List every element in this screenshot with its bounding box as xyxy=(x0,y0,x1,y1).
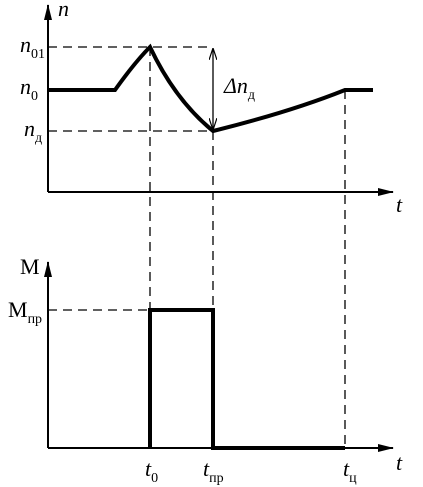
label: Δnд xyxy=(223,73,255,103)
label-base: t xyxy=(145,456,152,481)
label-base: Δn xyxy=(223,73,248,98)
label-base: t xyxy=(203,456,210,481)
label-base: t xyxy=(396,192,403,217)
speed-curve xyxy=(48,43,373,134)
torque-curve xyxy=(148,308,345,450)
label-sub: д xyxy=(35,131,42,146)
label-base: t xyxy=(396,450,403,475)
label-base: M xyxy=(8,297,28,322)
label: t0 xyxy=(145,456,158,486)
label: nд xyxy=(24,116,42,146)
label-sub: д xyxy=(248,88,255,103)
label-base: n xyxy=(24,116,35,141)
label-sub: пр xyxy=(209,471,224,486)
label: t xyxy=(396,192,403,217)
label-base: n xyxy=(58,0,69,21)
label: M xyxy=(20,254,40,279)
label-sub: 01 xyxy=(31,47,45,62)
label-base: n xyxy=(20,32,31,57)
label-sub: 0 xyxy=(151,471,158,486)
label-base: n xyxy=(20,74,31,99)
label: t xyxy=(396,450,403,475)
label-sub: ц xyxy=(349,471,357,486)
label: Mпр xyxy=(8,297,42,327)
label: n0 xyxy=(20,74,38,104)
label-sub: 0 xyxy=(31,89,38,104)
label: n01 xyxy=(20,32,45,62)
label-base: M xyxy=(20,254,40,279)
label-sub: пр xyxy=(28,312,43,327)
label: tц xyxy=(343,456,357,486)
label: tпр xyxy=(203,456,224,486)
label: n xyxy=(58,0,69,21)
label-base: t xyxy=(343,456,350,481)
